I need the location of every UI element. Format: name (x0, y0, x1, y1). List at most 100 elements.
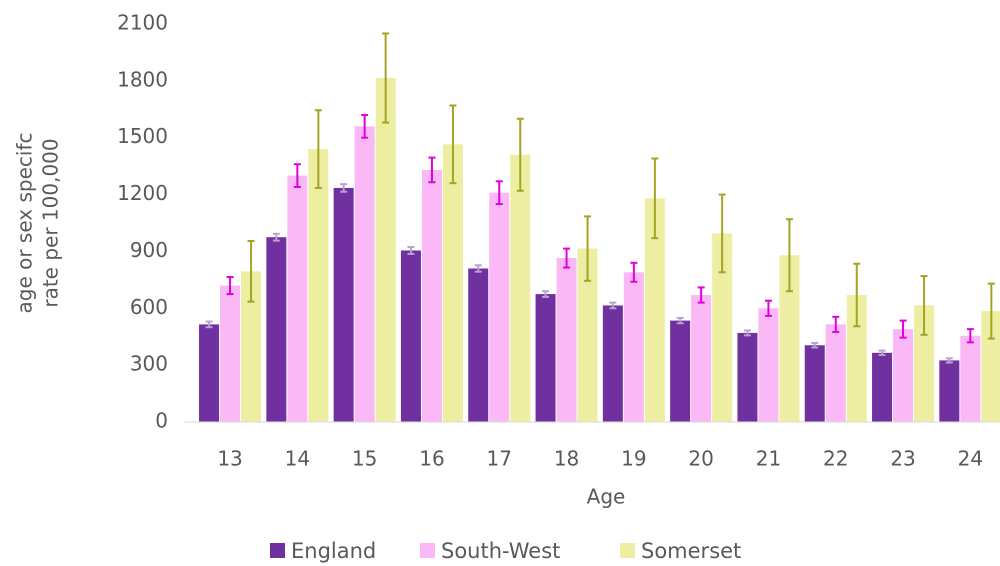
bar (644, 198, 665, 422)
bar (804, 345, 825, 422)
y-tick-label: 1800 (117, 67, 168, 91)
error-bar (651, 157, 659, 240)
error-bar (966, 328, 974, 344)
y-axis-label: age or sex specifc rate per 100,000 (13, 132, 63, 313)
bar (670, 320, 691, 422)
x-tick-label: 15 (352, 447, 377, 471)
error-bar (474, 264, 482, 273)
error-bar (630, 261, 638, 283)
bar (220, 285, 241, 422)
bar (375, 78, 396, 422)
error-bar (853, 262, 861, 328)
bar (602, 305, 623, 422)
bar (556, 258, 577, 422)
bar (577, 248, 598, 422)
error-bar (314, 109, 322, 189)
bar (893, 329, 914, 422)
error-bar (764, 299, 772, 317)
bar (266, 237, 287, 422)
legend-label: South-West (441, 539, 560, 563)
error-bar (899, 319, 907, 339)
y-tick-label: 1500 (117, 124, 168, 148)
legend-swatch (420, 543, 435, 558)
bar (623, 272, 644, 422)
x-tick-label: 21 (756, 447, 781, 471)
error-bar (832, 315, 840, 333)
x-tick-label: 23 (890, 447, 915, 471)
legend-label: England (291, 539, 376, 563)
error-bar (743, 329, 751, 337)
bar (825, 324, 846, 422)
bar (241, 271, 262, 422)
error-bar (785, 218, 793, 293)
error-bar (407, 246, 415, 255)
x-tick-label: 16 (419, 447, 444, 471)
error-bar (676, 316, 684, 325)
y-tick-label: 1200 (117, 181, 168, 205)
y-axis-label-line: age or sex specifc (13, 132, 37, 313)
error-bar (226, 276, 234, 296)
bar (914, 305, 935, 422)
y-axis-label-line: rate per 100,000 (39, 138, 63, 307)
y-tick-label: 900 (130, 238, 168, 262)
bar (960, 335, 981, 422)
x-tick-label: 17 (487, 447, 512, 471)
bar (421, 169, 442, 422)
error-bar (609, 301, 617, 310)
bar (691, 295, 712, 422)
bar (354, 126, 375, 422)
bar (758, 308, 779, 422)
error-bar (205, 320, 213, 329)
bar (779, 255, 800, 422)
error-bar (361, 113, 369, 139)
bar (468, 268, 489, 422)
error-bar (382, 32, 390, 124)
x-axis-label: Age (587, 485, 626, 509)
bar (199, 324, 220, 422)
bar (308, 149, 329, 423)
error-bar (516, 117, 524, 192)
bar (846, 295, 867, 422)
bar (489, 192, 510, 422)
error-bar (428, 156, 436, 184)
error-bar (987, 282, 995, 340)
bar (287, 175, 308, 422)
y-tick-label: 300 (130, 352, 168, 376)
error-bar (449, 104, 457, 185)
bar (442, 144, 463, 422)
x-tick-label: 14 (285, 447, 310, 471)
y-tick-label: 600 (130, 295, 168, 319)
bar (737, 332, 758, 422)
x-tick-label: 13 (217, 447, 242, 471)
x-tick-label: 22 (823, 447, 848, 471)
error-bar (697, 286, 705, 304)
x-tick-label: 18 (554, 447, 579, 471)
bar (333, 187, 354, 422)
x-tick-label: 19 (621, 447, 646, 471)
y-tick-label: 2100 (117, 11, 168, 35)
error-bar (272, 232, 280, 242)
error-bar (811, 341, 819, 349)
legend-swatch (270, 543, 285, 558)
error-bar (878, 349, 886, 357)
error-bar (920, 275, 928, 336)
error-bar (340, 183, 348, 193)
x-tick-label: 24 (958, 447, 983, 471)
error-bar (945, 357, 953, 364)
error-bar (542, 290, 550, 298)
error-bar (293, 163, 301, 188)
error-bar (495, 180, 503, 206)
bar (939, 360, 960, 422)
error-bar (584, 215, 592, 282)
error-bar (247, 240, 255, 303)
error-bar (563, 247, 571, 269)
bar (535, 294, 556, 422)
bar (400, 250, 421, 422)
legend-swatch (620, 543, 635, 558)
error-bar (718, 193, 726, 274)
bar (872, 352, 893, 422)
bar (712, 233, 733, 422)
y-tick-label: 0 (155, 409, 168, 433)
bar (510, 154, 531, 422)
